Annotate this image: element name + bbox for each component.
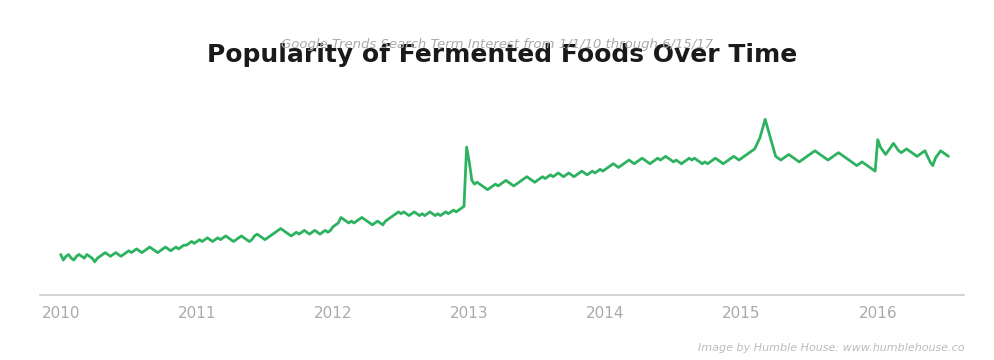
Text: Google Trends Search Term Interest from 1/1/10 through 6/15/17: Google Trends Search Term Interest from … (281, 38, 713, 51)
Text: Image by Humble House: www.humblehouse.co: Image by Humble House: www.humblehouse.c… (698, 343, 964, 353)
Title: Popularity of Fermented Foods Over Time: Popularity of Fermented Foods Over Time (207, 43, 797, 67)
